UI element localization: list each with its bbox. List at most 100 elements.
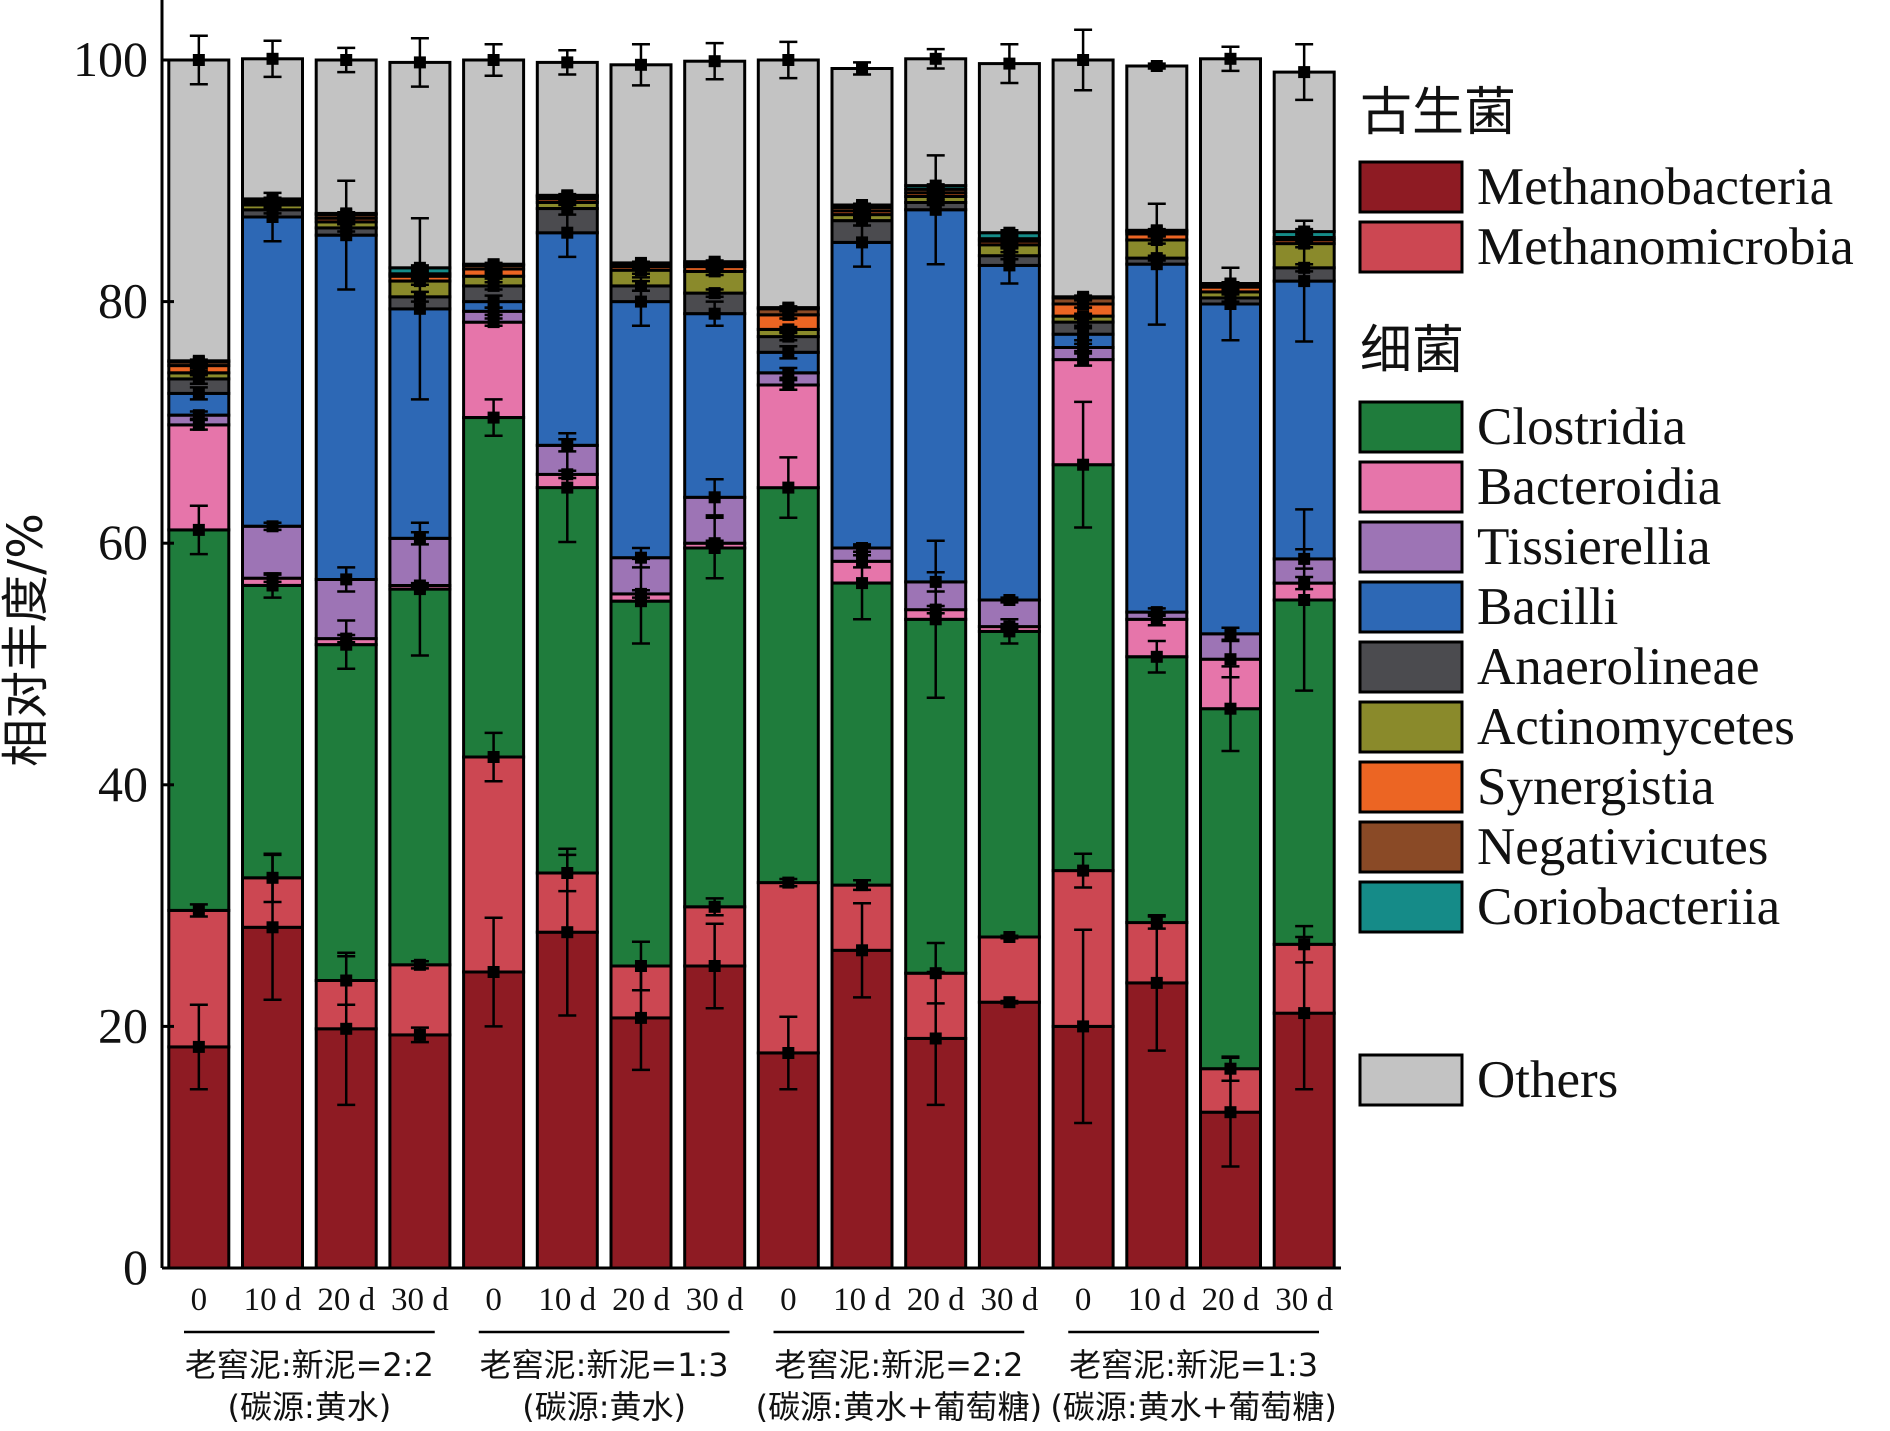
bar-segment-bacilli-9 (830, 240, 894, 550)
bar-segment-methanomicrobia-11 (977, 935, 1041, 1004)
bar-segment-clostridia-14 (1199, 707, 1262, 1071)
error-bar-methanomicrobia-7 (705, 897, 724, 917)
error-bar-bacteroidia-4 (484, 316, 503, 329)
error-bar-others-4 (484, 43, 503, 77)
error-bar-tissierellia-6 (631, 546, 650, 569)
error-bar-bacteroidia-9 (853, 554, 872, 569)
bar-segment-others-12 (1051, 58, 1115, 299)
error-bar-methanomicrobia-10 (926, 941, 945, 1005)
error-bar-clostridia-8 (779, 456, 798, 520)
legend-label-bacilli: Bacilli (1477, 578, 1618, 636)
error-bar-bacteroidia-2 (337, 632, 356, 645)
x-tick-label-13: 10 d (1128, 1282, 1186, 1318)
legend-label-negativicutes: Negativicutes (1477, 818, 1768, 876)
error-bar-methanomicrobia-3 (410, 958, 429, 971)
bar-segment-bacilli-1 (241, 215, 304, 528)
legend-swatch-coriobacteriia (1358, 880, 1464, 934)
bar-segment-clostridia-11 (977, 629, 1041, 939)
error-bar-clostridia-13 (1147, 639, 1166, 674)
error-bar-bacteroidia-1 (263, 572, 282, 585)
x-tick-label-10: 20 d (907, 1282, 965, 1318)
bar-segment-clostridia-6 (609, 599, 673, 968)
error-bar-others-1 (263, 39, 282, 79)
bar-segment-others-8 (756, 58, 820, 310)
bar-segment-methanobacteria-7 (683, 964, 747, 1270)
error-bar-bacteroidia-6 (631, 587, 650, 600)
error-bar-bacteroidia-15 (1295, 575, 1314, 591)
x-tick-labels: 0 10 d 20 d 30 d 0 10 d 20 d 30 d 0 10 d 20 d 30 d 0… (191, 1282, 1334, 1318)
error-bar-coriobacteriia-1 (263, 192, 282, 205)
error-bar-methanomicrobia-0 (189, 903, 208, 918)
y-tick-label-2: 40 (98, 756, 148, 812)
bar-segment-bacilli-7 (683, 312, 747, 499)
error-bar-others-7 (705, 41, 724, 81)
error-bar-anaerolineae-11 (1000, 249, 1019, 262)
bar-segment-methanomicrobia-3 (388, 963, 452, 1037)
error-bar-tissierellia-13 (1147, 606, 1166, 619)
error-bar-methanomicrobia-13 (1147, 915, 1166, 930)
bar-segment-bacilli-11 (977, 263, 1041, 602)
error-bar-bacteroidia-3 (410, 579, 429, 592)
error-bar-methanomicrobia-12 (1074, 852, 1093, 889)
x-tick-label-8: 0 (780, 1282, 797, 1318)
bar-segment-bacilli-6 (609, 300, 673, 560)
x-tick-label-6: 20 d (612, 1282, 670, 1318)
bar-segment-methanobacteria-3 (388, 1033, 452, 1270)
x-tick-label-4: 0 (485, 1282, 502, 1318)
bar-segment-bacilli-14 (1199, 302, 1262, 636)
legend-swatch-methanomicrobia (1358, 220, 1464, 274)
error-bar-methanomicrobia-14 (1221, 1055, 1240, 1083)
error-bar-bacteroidia-5 (558, 468, 577, 481)
x-tick-label-14: 20 d (1202, 1282, 1260, 1318)
error-bar-clostridia-15 (1295, 508, 1314, 692)
legend-swatch-anaerolineae (1358, 640, 1464, 694)
error-bar-methanobacteria-3 (410, 1026, 429, 1044)
error-bar-methanomicrobia-8 (779, 876, 798, 889)
error-bar-tissierellia-12 (1074, 341, 1093, 354)
bar-segment-clostridia-5 (535, 486, 599, 875)
error-bar-others-12 (1074, 28, 1093, 92)
bars-layer (167, 57, 1336, 1270)
error-bar-coriobacteriia-0 (189, 354, 208, 367)
error-bar-others-5 (558, 49, 577, 76)
error-bar-tissierellia-2 (337, 566, 356, 593)
group-label-line2-1: (碳源:黄水) (522, 1388, 686, 1426)
legend-label-synergistia: Synergistia (1477, 758, 1715, 816)
group-label-line2-3: (碳源:黄水+葡萄糖) (1050, 1388, 1337, 1426)
error-bar-tissierellia-15 (1295, 547, 1314, 570)
legend-swatch-others (1358, 1053, 1464, 1107)
error-bar-tissierellia-9 (853, 542, 872, 554)
y-axis-label: 相对丰度/% (0, 513, 54, 767)
error-bar-tissierellia-7 (705, 477, 724, 517)
bar-segment-tissierellia-1 (241, 524, 304, 580)
bar-segment-others-9 (830, 67, 894, 207)
bar-segment-clostridia-8 (756, 486, 820, 885)
error-bar-others-11 (1000, 43, 1019, 85)
error-bar-others-9 (853, 61, 872, 76)
x-tick-label-3: 30 d (391, 1282, 449, 1318)
error-bar-methanomicrobia-2 (337, 955, 356, 1006)
bar-segment-bacilli-5 (535, 231, 599, 447)
error-bar-clostridia-10 (926, 539, 945, 700)
error-bar-coriobacteriia-12 (1074, 290, 1093, 303)
error-bar-coriobacteriia-15 (1295, 225, 1314, 238)
bar-segment-clostridia-2 (314, 643, 378, 982)
error-bar-clostridia-4 (484, 398, 503, 437)
legend-title-archaea: 古生菌 (1360, 83, 1516, 143)
legend-label-bacteroidia: Bacteroidia (1477, 458, 1721, 516)
group-label-line1-0: 老窖泥:新泥=2:2 (185, 1346, 434, 1384)
x-tick-label-12: 0 (1075, 1282, 1092, 1318)
legend-label-methanobacteria: Methanobacteria (1477, 158, 1833, 216)
error-bar-anaerolineae-3 (410, 290, 429, 303)
x-tick-label-5: 10 d (538, 1282, 596, 1318)
error-bar-tissierellia-1 (263, 520, 282, 533)
y-tick-label-4: 80 (98, 273, 148, 329)
error-bar-coriobacteriia-13 (1147, 224, 1166, 237)
error-bar-bacilli-8 (779, 345, 798, 360)
legend-label-anaerolineae: Anaerolineae (1477, 638, 1760, 696)
error-bar-others-6 (631, 43, 650, 87)
error-bar-coriobacteriia-7 (705, 255, 724, 268)
error-bar-coriobacteriia-6 (631, 256, 650, 269)
